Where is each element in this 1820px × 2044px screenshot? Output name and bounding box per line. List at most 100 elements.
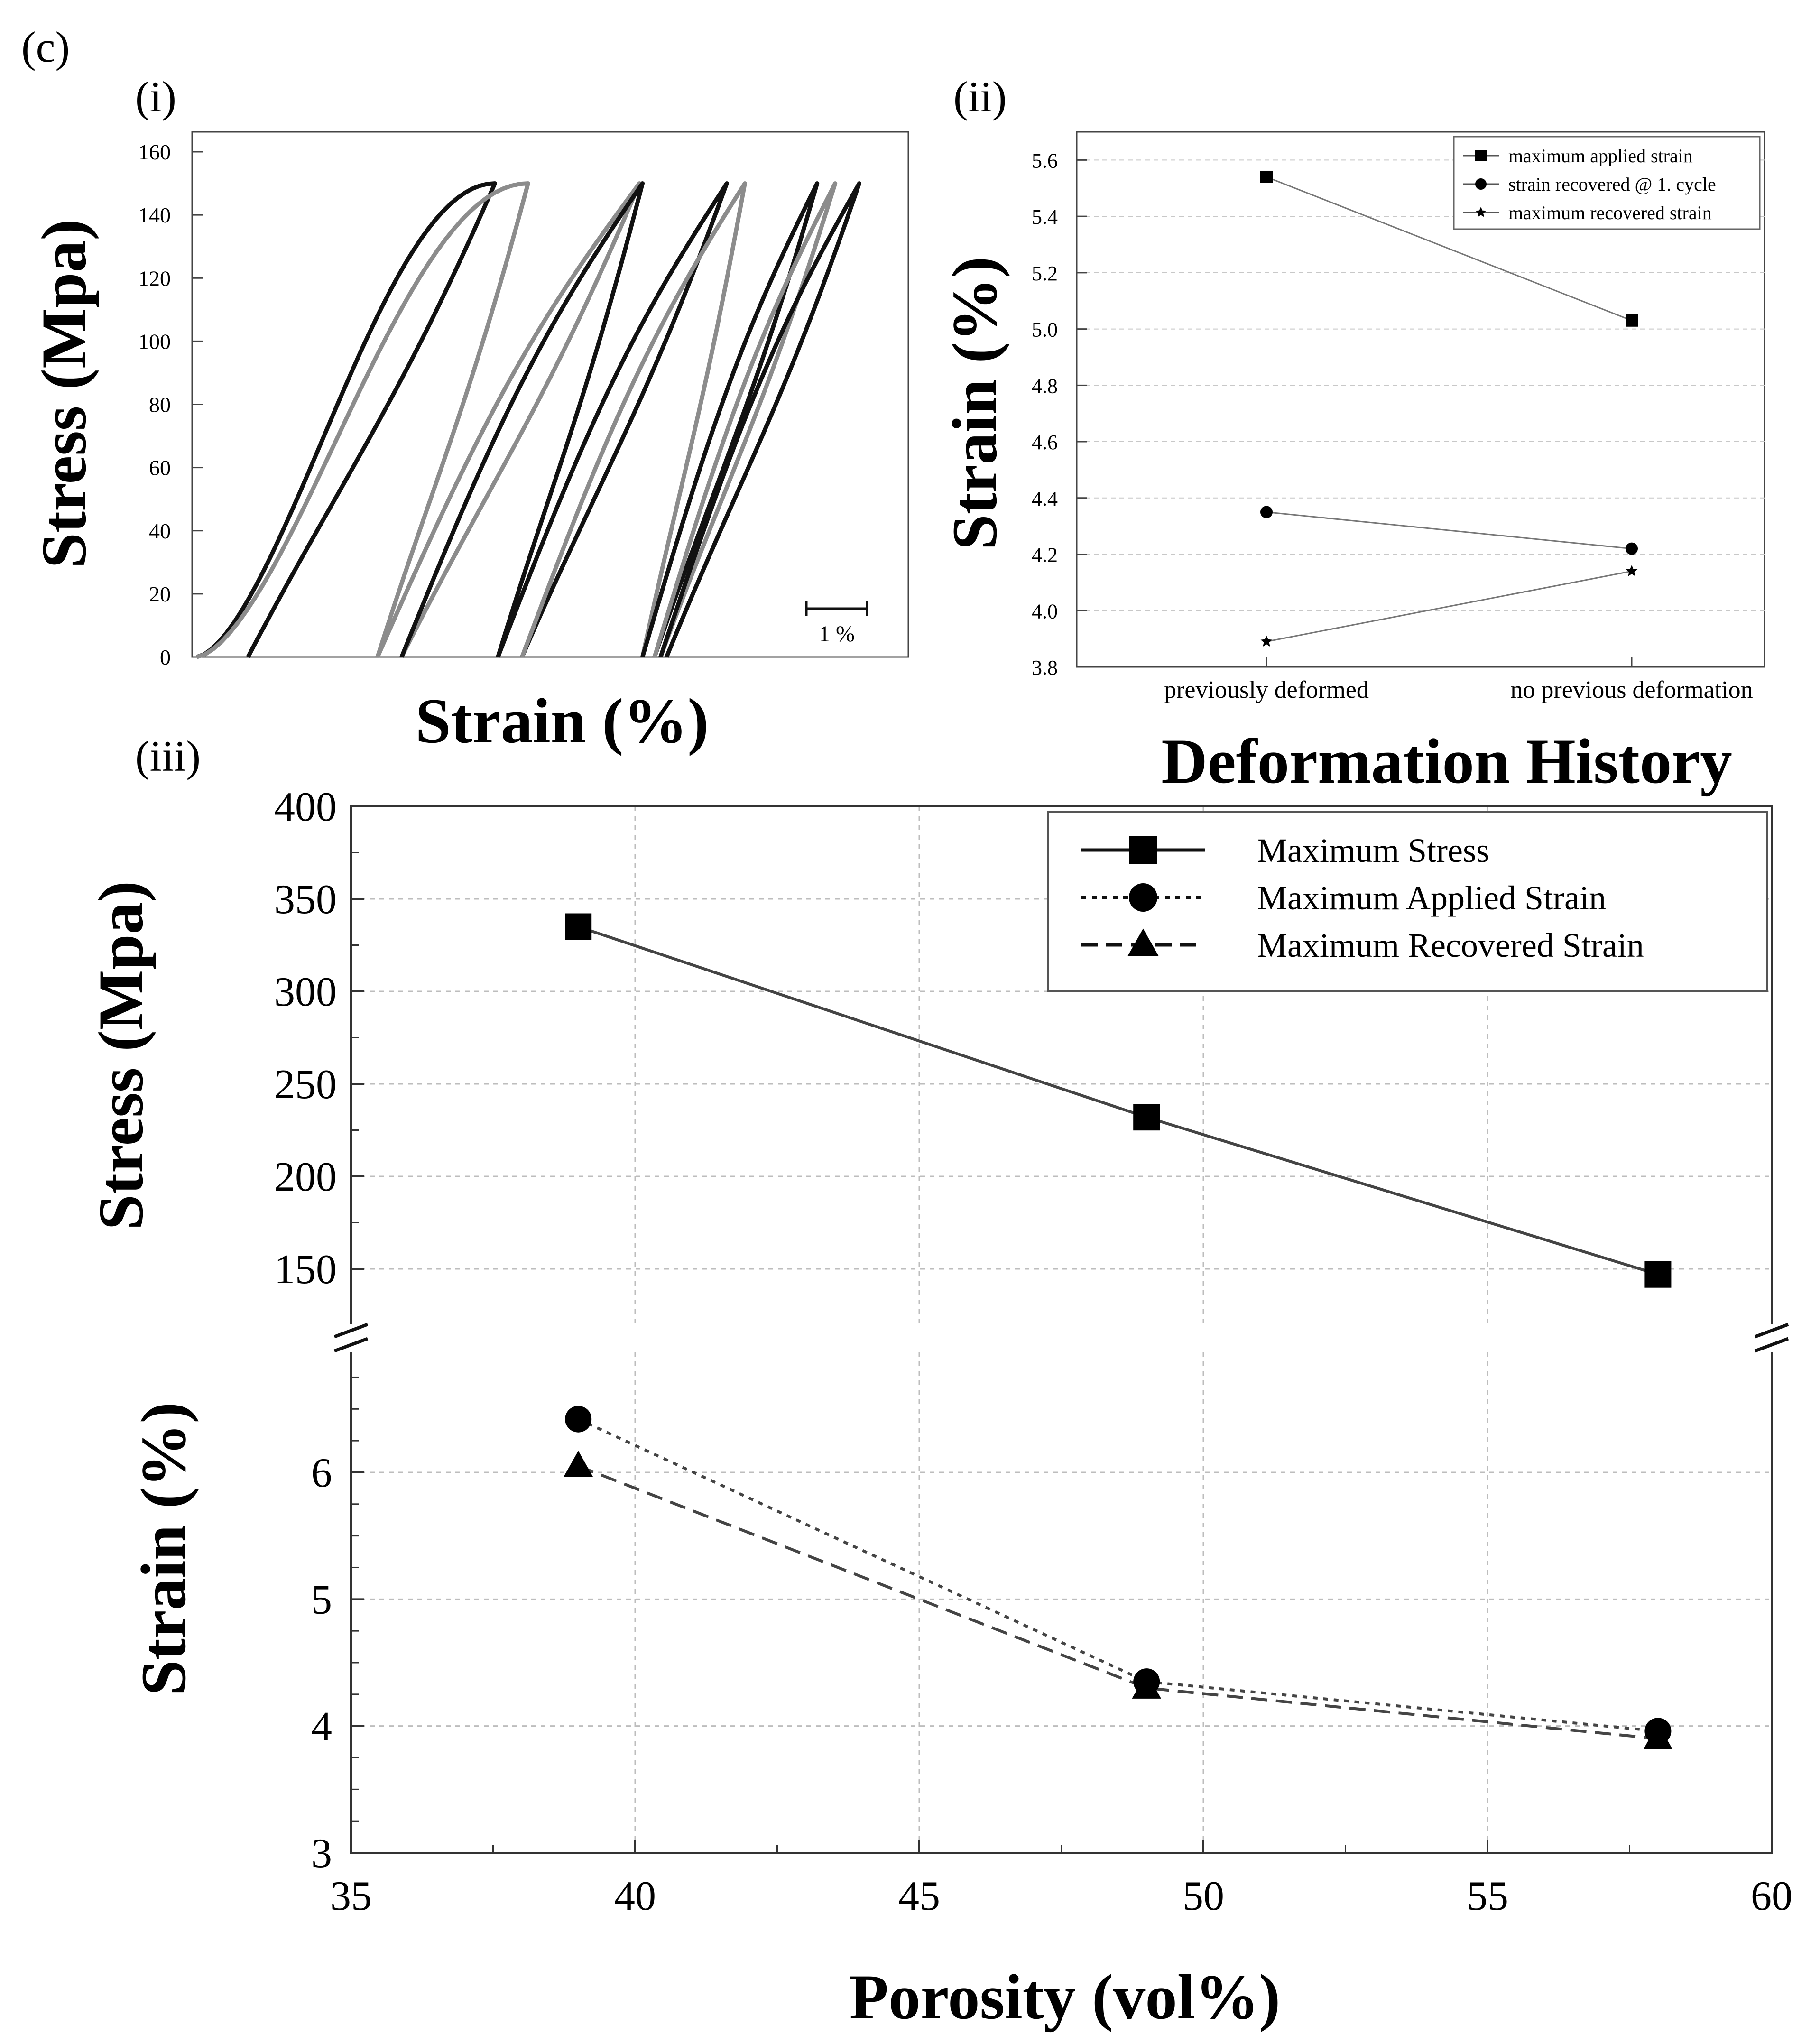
chart-i-xlabel: Strain (%) xyxy=(416,686,709,757)
chart-iii-point-square xyxy=(1644,1261,1672,1288)
chart-iii-break-right-1 xyxy=(1754,1323,1789,1339)
panel-label: (c) xyxy=(21,23,70,71)
chart-iii-point-circle xyxy=(565,1406,592,1433)
chart-iii-x-ticks: 35 40 45 50 55 60 xyxy=(330,1840,1792,1919)
chart-iii-xlabel: Porosity (vol%) xyxy=(850,1962,1281,2033)
chart-ii-frame xyxy=(1076,131,1765,668)
chart-iii-legend-label: Maximum Stress xyxy=(1257,832,1489,869)
chart-ii-series-line xyxy=(1266,176,1632,322)
chart-ii-y-tick-label: 3.8 xyxy=(1032,656,1058,679)
chart-i-frame xyxy=(191,131,909,658)
chart-iii-point-square xyxy=(565,913,592,940)
chart-i-cycle-curve xyxy=(196,181,497,659)
chart-iii-point-triangle xyxy=(564,1451,593,1477)
chart-ii-legend-box xyxy=(1453,136,1761,230)
chart-i-cycle-curve xyxy=(658,181,861,658)
chart-ii-legend-marker xyxy=(1475,178,1487,190)
chart-ii-series-line xyxy=(1266,570,1632,643)
chart-iii-y-tick-label-bottom: 6 xyxy=(311,1450,332,1496)
chart-ii-y-tick-label: 4.0 xyxy=(1032,600,1058,623)
chart-i-y-tick-label: 0 xyxy=(160,645,171,669)
chart-iii-point-triangle xyxy=(1132,1673,1161,1699)
chart-ii-y-tick-label: 5.2 xyxy=(1032,262,1058,285)
chart-ii-xlabel: Deformation History xyxy=(1161,726,1732,797)
chart-i-y-tick-label: 80 xyxy=(149,393,171,417)
chart-ii-y-tick-label: 5.4 xyxy=(1032,205,1058,229)
chart-iii-x-tick-label: 35 xyxy=(330,1873,372,1919)
chart-ii-y-ticks: 3.8 4.0 4.2 4.4 4.6 4.8 5.0 5.2 5.4 5.6 xyxy=(1032,149,1087,679)
chart-ii-x-ticks: previously deformed no previous deformati… xyxy=(1164,657,1753,703)
chart-iii-y-tick-label-bottom: 4 xyxy=(311,1704,332,1750)
chart-i-y-tick-label: 20 xyxy=(149,582,171,606)
sub-label-i: (i) xyxy=(135,73,176,121)
chart-i-y-tick-label: 120 xyxy=(138,266,171,290)
chart-iii-axis-break xyxy=(333,1323,1789,1353)
chart-iii-legend-label: Maximum Applied Strain xyxy=(1257,879,1606,917)
chart-ii-y-tick-label: 4.8 xyxy=(1032,374,1058,398)
chart-iii-point-triangle xyxy=(1643,1723,1673,1749)
chart-iii-series xyxy=(564,913,1673,1749)
chart-iii-legend-marker xyxy=(1127,928,1159,956)
chart-ii-point-star xyxy=(1260,635,1273,647)
chart-iii-x-tick-label: 45 xyxy=(898,1873,940,1919)
chart-i-cycle-curve xyxy=(652,181,838,658)
chart-ii-y-tick-label: 4.2 xyxy=(1032,544,1058,567)
chart-ii: 3.8 4.0 4.2 4.4 4.6 4.8 5.0 5.2 5.4 5.6 previousl… xyxy=(940,131,1765,797)
chart-i-cycle-curve xyxy=(196,181,530,659)
chart-ii-series-line xyxy=(1266,511,1632,550)
chart-iii-x-tick-label: 55 xyxy=(1467,1873,1508,1919)
chart-i-ylabel: Stress (Mpa) xyxy=(29,219,100,568)
chart-iii-point-square xyxy=(1133,1104,1160,1131)
chart-ii-legend-label: maximum applied strain xyxy=(1508,145,1693,166)
sub-label-ii: (ii) xyxy=(953,73,1007,121)
chart-i-curves xyxy=(196,181,861,659)
chart-ii-legend-label: strain recovered @ 1. cycle xyxy=(1508,174,1716,195)
chart-i-cycle-curve xyxy=(640,181,820,658)
chart-iii-ylabel-bottom: Strain (%) xyxy=(129,1402,199,1696)
chart-iii-y-tick-label-bottom: 5 xyxy=(311,1577,332,1623)
chart-i-y-ticks: 0 20 40 60 80 100 120 140 160 xyxy=(138,140,203,669)
chart-iii-break-right-2 xyxy=(1754,1337,1789,1353)
chart-i-cycle-curve xyxy=(496,181,729,658)
chart-iii-legend: Maximum Stress Maximum Applied Strain Maxi… xyxy=(1047,811,1768,992)
chart-ii-y-tick-label: 5.0 xyxy=(1032,318,1058,342)
chart-iii-legend-marker xyxy=(1129,883,1157,912)
chart-iii-ylabel-top: Stress (Mpa) xyxy=(86,881,157,1230)
chart-iii-legend-marker xyxy=(1129,836,1157,864)
chart-ii-ylabel: Strain (%) xyxy=(940,257,1010,550)
chart-ii-legend-marker xyxy=(1475,207,1487,217)
chart-i-y-tick-label: 60 xyxy=(149,456,171,480)
chart-iii-y-tick-label-top: 300 xyxy=(274,969,337,1015)
chart-iii-y-tick-label-top: 150 xyxy=(274,1247,337,1293)
chart-ii-point-star xyxy=(1626,565,1638,576)
chart-i-scale-bar-label: 1 % xyxy=(819,621,855,647)
chart-ii-legend-label: maximum recovered strain xyxy=(1508,202,1712,223)
chart-iii-y-ticks: 150 200 250 300 350 400 3 4 5 6 xyxy=(274,784,364,1877)
chart-iii-x-tick-label: 40 xyxy=(614,1873,656,1919)
chart-i-cycle-curve xyxy=(399,181,645,658)
chart-ii-y-tick-label: 4.6 xyxy=(1032,431,1058,454)
chart-i-cycle-curve xyxy=(520,181,747,658)
chart-ii-series xyxy=(1260,170,1638,647)
chart-i-cycle-curve xyxy=(375,181,642,658)
chart-iii-y-tick-label-bottom: 3 xyxy=(311,1831,332,1877)
chart-ii-x-tick-label: previously deformed xyxy=(1164,676,1369,703)
chart-ii-x-tick-label: no previous deformation xyxy=(1510,676,1753,703)
chart-i-y-tick-label: 140 xyxy=(138,203,171,227)
chart-iii-x-tick-label: 50 xyxy=(1183,1873,1224,1919)
chart-iii-series-line xyxy=(578,1464,1658,1740)
chart-i-y-tick-label: 40 xyxy=(149,519,171,543)
chart-iii-y-tick-label-top: 250 xyxy=(274,1062,337,1108)
chart-i-y-tick-label: 160 xyxy=(138,140,171,164)
chart-ii-point-circle xyxy=(1626,542,1638,555)
chart-iii-y-tick-label-top: 200 xyxy=(274,1154,337,1200)
chart-iii-x-tick-label: 60 xyxy=(1751,1873,1792,1919)
chart-iii-break-left-1 xyxy=(333,1323,369,1339)
sub-label-iii: (iii) xyxy=(135,732,201,780)
chart-ii-legend: maximum applied strain strain recovered @… xyxy=(1453,136,1761,230)
chart-i: 0 20 40 60 80 100 120 140 160 1 % Stress (Mpa) S… xyxy=(29,131,909,757)
chart-i-y-tick-label: 100 xyxy=(138,329,171,353)
